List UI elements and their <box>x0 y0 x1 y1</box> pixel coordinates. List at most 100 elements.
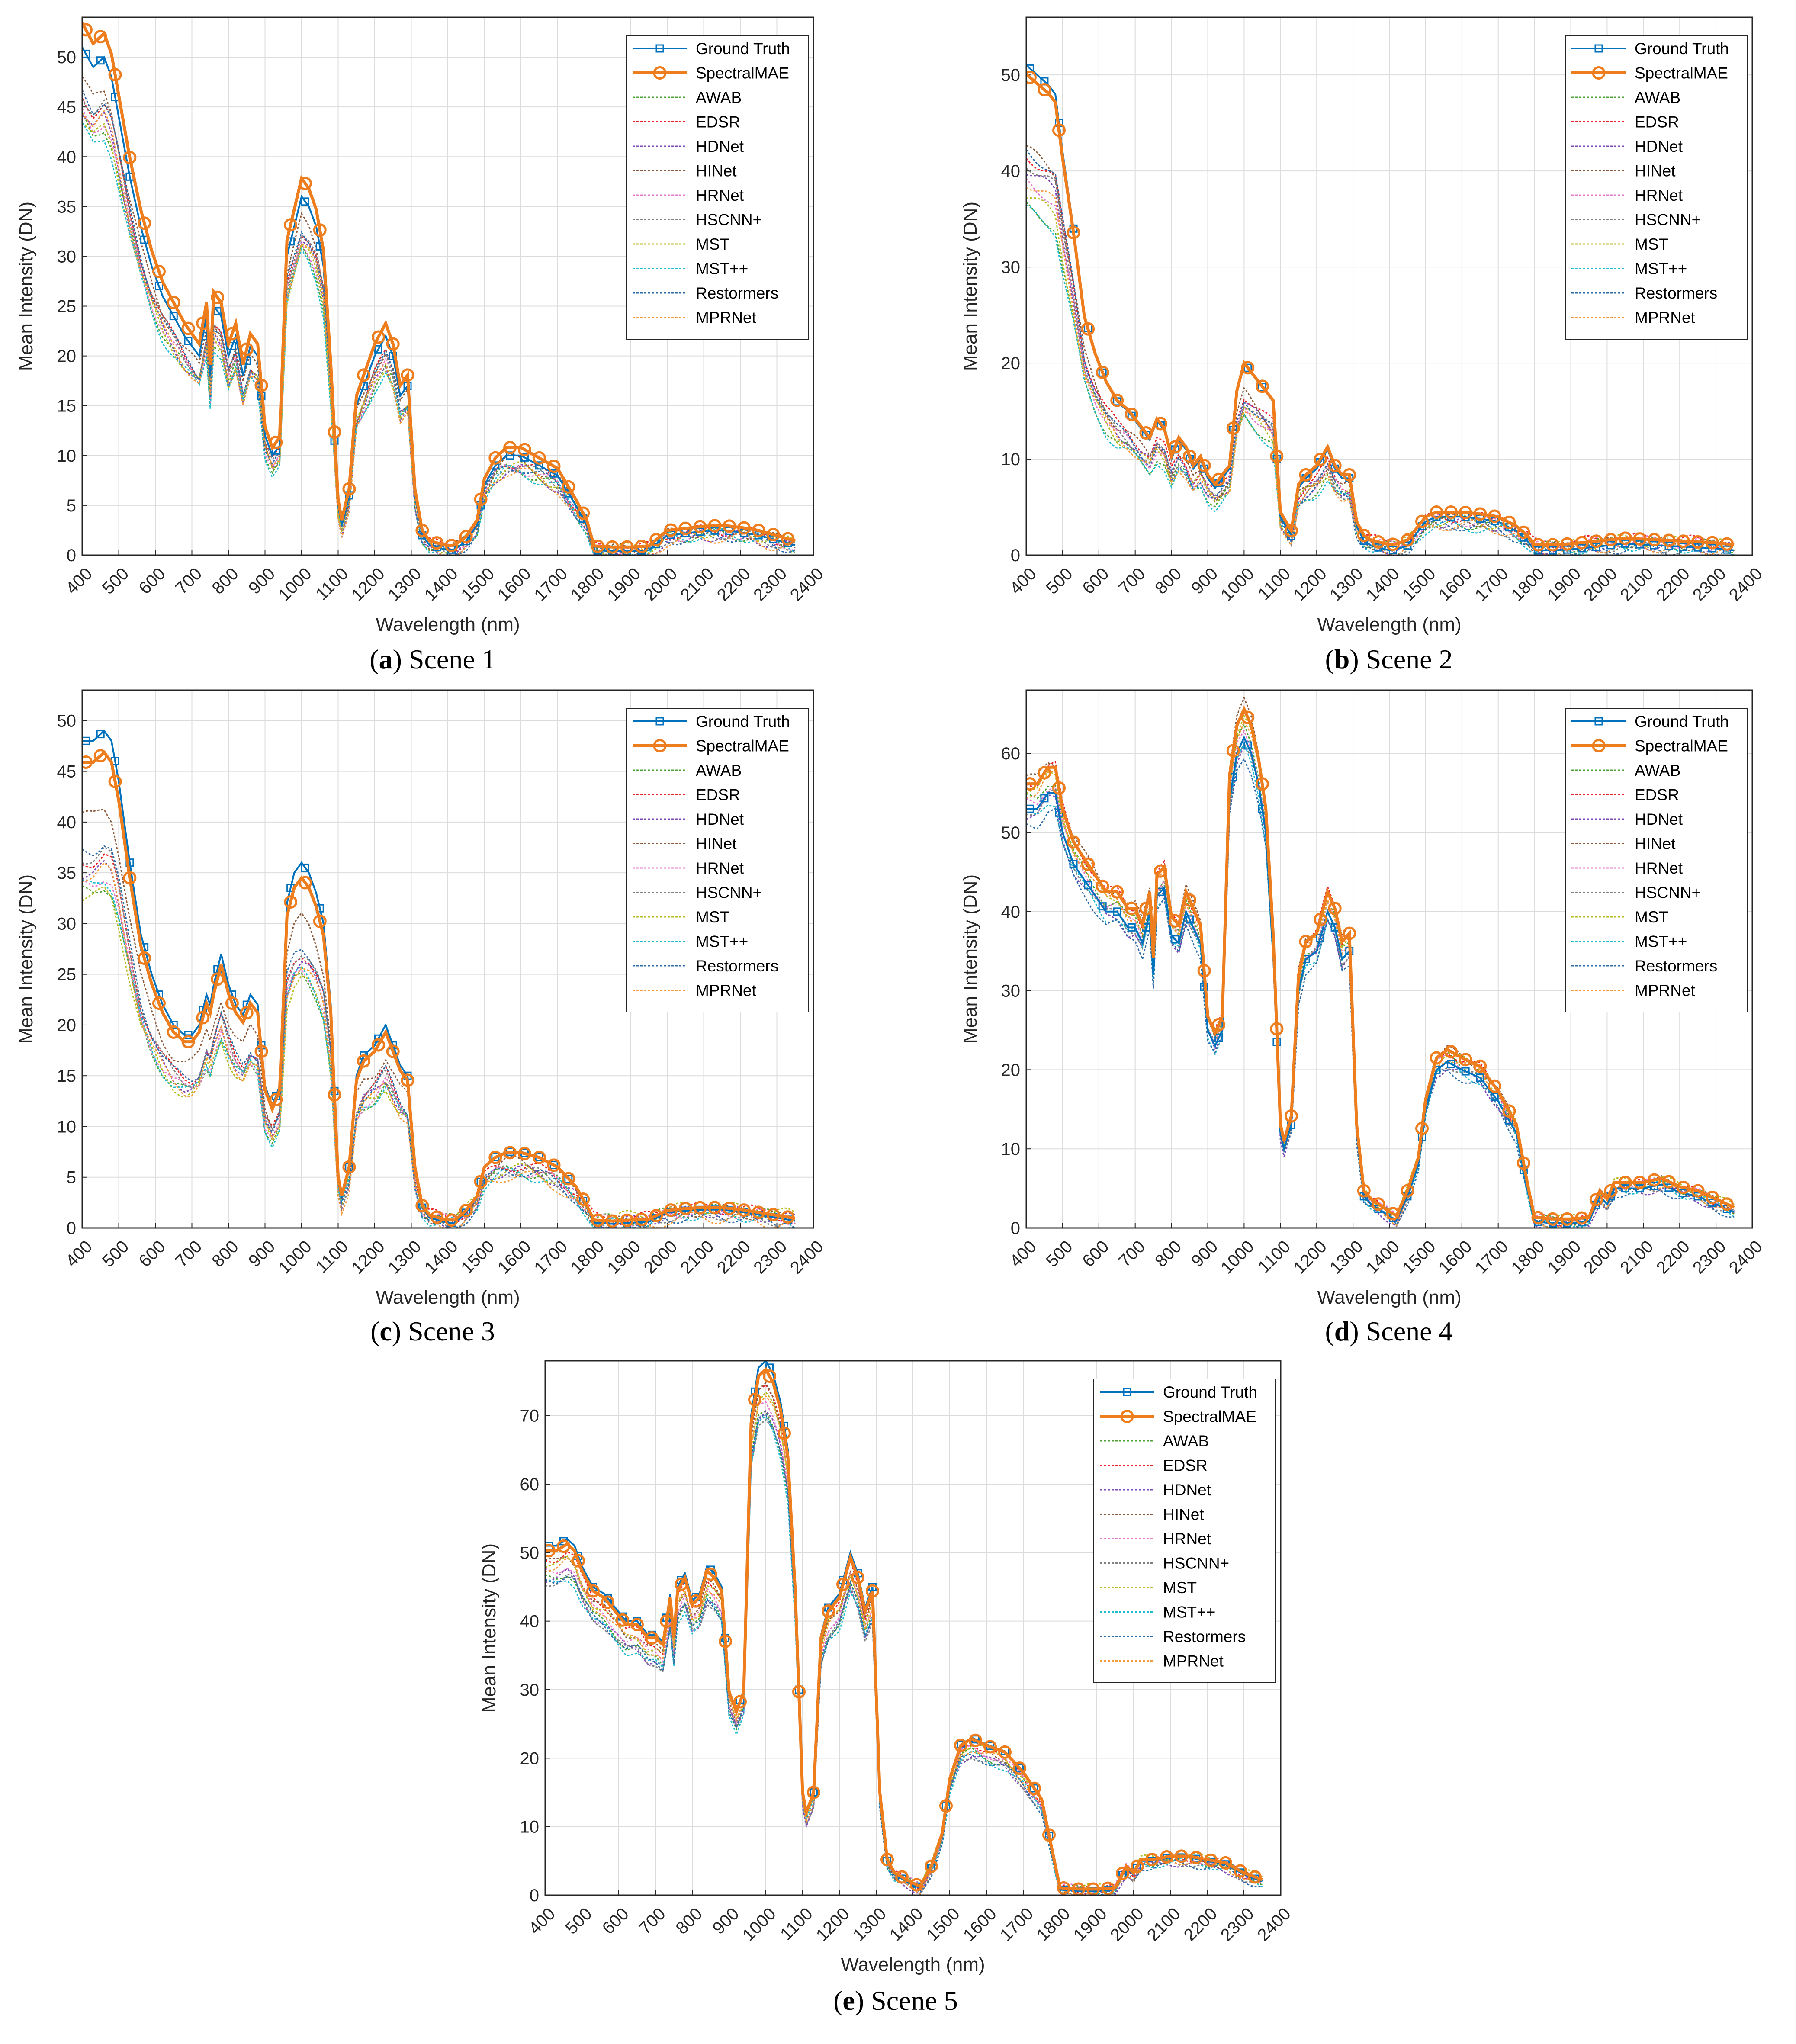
spectralmae-marker <box>1145 1853 1159 1867</box>
legend-label: MST++ <box>1635 260 1687 278</box>
caption-open: ( <box>1325 644 1334 675</box>
y-axis-label: Mean Intensity (DN) <box>960 202 981 371</box>
spectralmae-marker <box>1531 1211 1545 1224</box>
spectralmae-marker <box>240 1006 254 1020</box>
legend-label: MPRNet <box>1163 1652 1224 1670</box>
legend-label: HDNet <box>1635 138 1683 155</box>
spectralmae-marker <box>752 1205 765 1219</box>
legend-label: AWAB <box>1635 89 1680 106</box>
legend-label: MPRNet <box>1635 982 1696 1000</box>
x-tick-label: 2000 <box>1580 564 1621 605</box>
x-tick-label: 1400 <box>421 1237 462 1278</box>
spectralmae-marker <box>532 451 546 465</box>
x-tick-label: 400 <box>62 564 96 598</box>
legend: Ground Truth SpectralMAE AWAB EDSR HDNet HINe… <box>1093 1379 1276 1683</box>
spectralmae-marker <box>371 330 385 344</box>
x-tick-label: 1400 <box>1362 564 1403 605</box>
spectralmae-marker <box>781 1210 795 1224</box>
y-tick-label: 20 <box>1001 354 1021 373</box>
x-tick-label: 1800 <box>567 1237 608 1278</box>
legend-marker-square <box>1123 1388 1131 1396</box>
spectralmae-marker <box>649 1209 663 1223</box>
x-tick-label: 1500 <box>923 1904 964 1945</box>
x-tick-label: 800 <box>209 1237 242 1271</box>
legend-label: HSCNN+ <box>1163 1555 1229 1572</box>
y-tick-label: 40 <box>57 148 77 167</box>
spectralmae-marker <box>708 1201 722 1215</box>
spectralmae-marker <box>1372 1197 1385 1211</box>
legend-marker-square <box>655 717 664 726</box>
ground-truth-marker <box>1214 1034 1223 1042</box>
spectralmae-marker <box>532 1151 546 1164</box>
legend-marker-square <box>1594 717 1603 726</box>
y-tick-label: 15 <box>57 1067 77 1086</box>
spectralmae-marker <box>474 492 488 506</box>
legend-label: HDNet <box>696 810 744 828</box>
x-tick-label: 1100 <box>312 1237 352 1277</box>
x-tick-label: 2200 <box>1653 1237 1693 1278</box>
x-tick-label: 2300 <box>750 564 790 605</box>
x-tick-label: 2300 <box>1217 1904 1258 1945</box>
spectralmae-marker <box>880 1853 894 1867</box>
x-tick-label: 1600 <box>494 1237 535 1278</box>
ground-truth-marker <box>1171 935 1179 944</box>
x-tick-label: 700 <box>172 564 206 598</box>
y-tick-label: 10 <box>1001 450 1021 469</box>
legend: Ground Truth SpectralMAE AWAB EDSR HDNet HINe… <box>626 708 809 1012</box>
spectralmae-marker <box>1430 1051 1443 1065</box>
y-tick-label: 20 <box>1001 1061 1021 1080</box>
spectralmae-marker <box>1415 1122 1429 1135</box>
caption-letter: a <box>379 644 393 675</box>
spectralmae-marker <box>763 1369 776 1383</box>
ground-truth-marker <box>1476 1073 1484 1082</box>
ground-truth-marker <box>564 1175 573 1183</box>
caption-text: Scene 4 <box>1366 1316 1453 1347</box>
spectralmae-marker <box>737 1203 751 1217</box>
spectralmae-marker <box>1357 1184 1371 1198</box>
series-line-spectralmae <box>545 1367 1263 1891</box>
x-tick-label: 1600 <box>494 564 535 605</box>
x-axis-label: Wavelength (nm) <box>1317 1287 1461 1308</box>
spectralmae-marker <box>328 1088 341 1102</box>
legend-label: HINet <box>1635 835 1676 853</box>
series-line-restormers <box>1026 149 1735 555</box>
spectralmae-marker <box>284 218 298 232</box>
spectralmae-marker <box>576 1192 590 1206</box>
spectralmae-marker <box>1677 1180 1690 1194</box>
x-tick-label: 600 <box>599 1904 633 1938</box>
spectralmae-marker <box>240 342 254 356</box>
ground-truth-marker <box>1113 907 1121 916</box>
x-tick-label: 1000 <box>1217 564 1258 605</box>
spectralmae-marker <box>444 1213 458 1227</box>
x-tick-label: 1700 <box>1471 1237 1512 1278</box>
y-tick-label: 0 <box>530 1886 539 1905</box>
caption-letter: e <box>842 1985 855 2016</box>
spectralmae-marker <box>1589 1193 1603 1207</box>
spectralmae-marker <box>1633 1176 1647 1189</box>
spectralmae-marker <box>1116 1867 1129 1880</box>
spectralmae-marker <box>733 1695 747 1709</box>
spectralmae-marker <box>1096 366 1109 379</box>
spectralmae-marker <box>225 327 239 341</box>
x-tick-label: 400 <box>525 1904 559 1938</box>
spectralmae-marker <box>1299 935 1313 948</box>
spectralmae-marker <box>313 223 327 237</box>
x-tick-label: 600 <box>1079 564 1112 598</box>
spectralmae-marker <box>459 530 473 543</box>
spectralmae-marker <box>401 1073 414 1087</box>
spectralmae-marker <box>357 368 371 382</box>
spectralmae-marker <box>836 1577 850 1591</box>
y-tick-label: 0 <box>1011 546 1020 565</box>
x-tick-label: 2200 <box>713 1237 754 1278</box>
spectralmae-marker <box>342 1160 356 1174</box>
x-tick-label: 1300 <box>1326 564 1367 605</box>
legend-box <box>626 708 809 1012</box>
legend-label: MPRNet <box>696 309 757 327</box>
legend-label: HDNet <box>1163 1481 1211 1499</box>
series-group <box>545 1361 1263 1895</box>
x-tick-label: 2300 <box>1689 1237 1730 1278</box>
spectralmae-marker <box>1026 71 1037 84</box>
spectralmae-marker <box>181 1035 195 1049</box>
spectralmae-marker <box>1662 533 1676 547</box>
series-group <box>82 729 796 1228</box>
